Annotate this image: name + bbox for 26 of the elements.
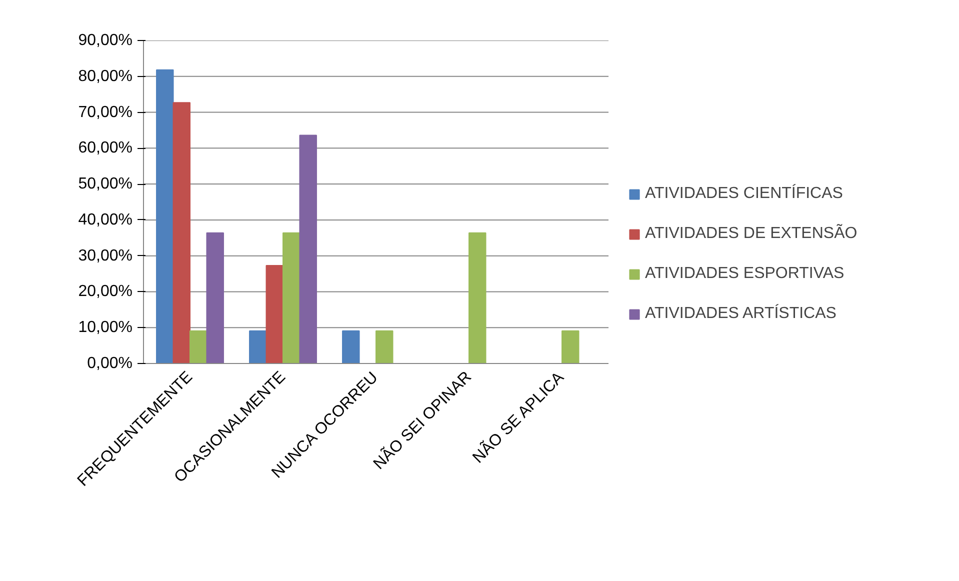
bar bbox=[206, 232, 224, 364]
legend-label: ATIVIDADES ESPORTIVAS bbox=[645, 265, 844, 283]
bar bbox=[266, 265, 284, 364]
bar bbox=[172, 102, 190, 364]
bar bbox=[376, 330, 394, 364]
y-tick-label: 30,00% bbox=[78, 247, 132, 264]
bar bbox=[282, 232, 300, 364]
bar bbox=[299, 134, 317, 364]
bar bbox=[156, 69, 174, 364]
y-tick-label: 20,00% bbox=[78, 283, 132, 300]
y-tick-label: 90,00% bbox=[78, 32, 132, 49]
bar bbox=[190, 330, 208, 364]
y-tick-label: 80,00% bbox=[78, 68, 132, 85]
y-tick-label: 70,00% bbox=[78, 104, 132, 121]
bar bbox=[249, 330, 267, 364]
bar bbox=[342, 330, 360, 364]
y-tick-label: 60,00% bbox=[78, 140, 132, 157]
y-tick-label: 0,00% bbox=[87, 355, 133, 372]
legend-label: ATIVIDADES CIENTÍFICAS bbox=[645, 185, 843, 203]
legend-label: ATIVIDADES DE EXTENSÃO bbox=[645, 225, 858, 243]
y-tick-label: 10,00% bbox=[78, 319, 132, 336]
legend-label: ATIVIDADES ARTÍSTICAS bbox=[645, 305, 836, 323]
bar bbox=[562, 330, 580, 364]
y-tick-label: 40,00% bbox=[78, 211, 132, 228]
bar bbox=[468, 232, 486, 364]
y-tick-label: 50,00% bbox=[78, 176, 132, 193]
